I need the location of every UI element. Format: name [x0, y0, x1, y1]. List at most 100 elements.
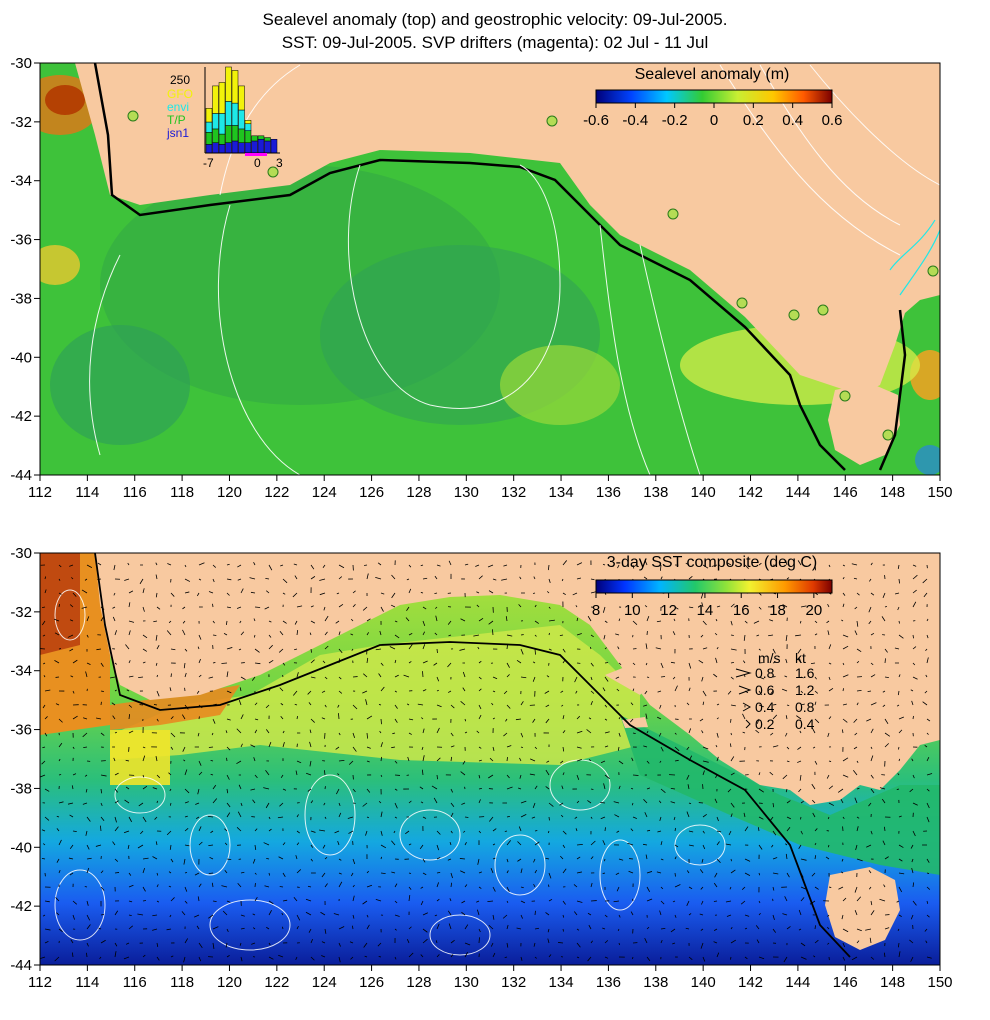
velocity-arrow: [338, 732, 341, 736]
velocity-arrow: [488, 774, 494, 779]
velocity-arrow: [320, 911, 326, 916]
velocity-arrow: [912, 589, 917, 594]
speed-legend-kt: 1.6: [795, 665, 815, 681]
velocity-arrow: [478, 759, 482, 762]
velocity-arrow: [562, 648, 566, 653]
velocity-arrow: [310, 800, 314, 804]
velocity-arrow: [196, 690, 200, 694]
velocity-arrow: [197, 732, 200, 737]
velocity-arrow: [170, 732, 176, 738]
velocity-arrow: [785, 634, 788, 641]
velocity-arrow: [268, 828, 272, 832]
velocity-arrow: [814, 828, 818, 832]
velocity-arrow: [688, 844, 694, 847]
velocity-arrow: [100, 939, 106, 944]
velocity-arrow: [310, 830, 316, 833]
velocity-arrow: [378, 956, 382, 958]
velocity-arrow: [420, 886, 424, 889]
velocity-arrow: [251, 942, 256, 945]
velocity-arrow: [182, 629, 186, 636]
velocity-arrow: [422, 928, 428, 933]
velocity-arrow: [198, 704, 203, 709]
velocity-arrow: [492, 746, 495, 751]
velocity-arrow: [282, 899, 288, 902]
velocity-arrow: [394, 956, 397, 960]
velocity-arrow: [184, 769, 188, 776]
velocity-arrow: [603, 783, 606, 790]
velocity-arrow: [226, 647, 233, 650]
velocity-arrow: [58, 870, 61, 874]
velocity-arrow: [490, 942, 494, 947]
velocity-arrow: [673, 816, 676, 821]
velocity-arrow: [138, 676, 144, 679]
velocity-arrow: [310, 844, 314, 848]
velocity-arrow: [856, 660, 860, 664]
velocity-arrow: [673, 618, 676, 622]
inset-bar-segment: [205, 108, 213, 123]
velocity-arrow: [562, 730, 566, 734]
velocity-arrow: [922, 701, 928, 706]
velocity-arrow: [125, 942, 130, 945]
velocity-arrow: [576, 800, 580, 804]
velocity-arrow: [604, 745, 609, 748]
velocity-arrow: [433, 662, 438, 666]
velocity-arrow: [590, 690, 595, 694]
velocity-arrow: [840, 798, 844, 804]
velocity-arrow: [492, 914, 495, 920]
velocity-arrow: [716, 647, 719, 650]
velocity-arrow: [362, 802, 368, 807]
velocity-arrow: [520, 813, 527, 818]
velocity-arrow: [422, 858, 426, 863]
velocity-arrow: [698, 659, 704, 664]
velocity-arrow: [587, 800, 592, 804]
velocity-arrow: [56, 828, 60, 832]
velocity-arrow: [590, 940, 593, 944]
velocity-arrow: [394, 760, 398, 764]
velocity-arrow: [142, 588, 145, 594]
velocity-arrow: [44, 788, 50, 792]
velocity-arrow: [85, 788, 88, 793]
velocity-arrow: [558, 942, 564, 944]
velocity-arrow: [617, 646, 620, 650]
velocity-arrow: [100, 774, 107, 777]
velocity-arrow: [128, 704, 133, 708]
velocity-arrow: [224, 842, 228, 846]
velocity-arrow: [716, 732, 719, 738]
velocity-arrow: [152, 914, 158, 917]
velocity-arrow: [701, 730, 704, 734]
velocity-arrow: [324, 770, 326, 776]
velocity-arrow: [336, 592, 340, 595]
velocity-arrow: [646, 898, 653, 902]
velocity-arrow: [702, 564, 709, 569]
velocity-arrow: [422, 606, 427, 610]
top-map-frame: [39, 62, 941, 476]
velocity-arrow: [534, 634, 537, 637]
velocity-arrow: [422, 938, 428, 944]
velocity-arrow: [338, 658, 341, 664]
velocity-arrow: [240, 802, 243, 807]
velocity-arrow: [575, 828, 578, 832]
velocity-arrow: [420, 954, 424, 958]
velocity-arrow: [184, 564, 187, 568]
velocity-arrow: [321, 690, 326, 693]
velocity-arrow: [44, 928, 51, 931]
velocity-arrow: [842, 592, 846, 596]
velocity-arrow: [827, 603, 830, 608]
velocity-arrow: [394, 690, 397, 693]
velocity-arrow: [866, 718, 872, 722]
sst-map: 112 114 116 118 120 122 124 126 128 130 132 134 136 1…: [10, 545, 952, 991]
velocity-arrow: [378, 673, 382, 678]
velocity-arrow: [478, 937, 480, 944]
velocity-arrow: [307, 788, 312, 792]
velocity-arrow: [912, 676, 918, 680]
velocity-arrow: [436, 830, 441, 835]
velocity-arrow: [758, 690, 763, 696]
velocity-arrow: [226, 746, 231, 751]
velocity-arrow: [450, 939, 455, 944]
velocity-arrow: [758, 912, 761, 916]
velocity-arrow: [884, 927, 890, 930]
velocity-arrow: [842, 816, 845, 820]
velocity-arrow: [450, 954, 454, 958]
velocity-arrow: [562, 746, 565, 752]
velocity-arrow: [114, 788, 119, 793]
